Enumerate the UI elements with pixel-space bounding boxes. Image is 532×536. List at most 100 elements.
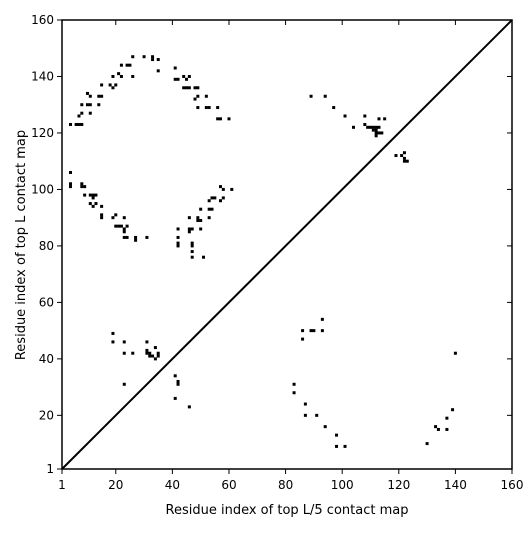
- contact-point: [151, 58, 155, 62]
- contact-point: [176, 227, 180, 231]
- contact-point: [394, 154, 398, 158]
- contact-point: [207, 207, 211, 211]
- contact-point: [216, 106, 220, 110]
- contact-point: [114, 224, 118, 228]
- contact-point: [193, 86, 197, 90]
- contact-point: [111, 86, 115, 90]
- x-axis-ticks: 1 20 40 60 80 100 120 140 160: [58, 20, 523, 492]
- contact-point: [125, 63, 129, 67]
- y-tick-label: 100: [31, 182, 54, 196]
- contact-point: [91, 193, 95, 197]
- contact-point: [380, 131, 384, 135]
- contact-point: [156, 354, 160, 358]
- contact-point: [436, 427, 440, 431]
- contact-point: [80, 103, 84, 107]
- contact-point: [196, 218, 200, 222]
- contact-point: [221, 196, 225, 200]
- contact-point: [119, 63, 123, 67]
- contact-point: [292, 382, 296, 386]
- contact-point: [156, 69, 160, 73]
- contact-point: [185, 86, 189, 90]
- contact-point: [131, 74, 135, 78]
- plot-frame: [61, 19, 513, 470]
- contact-point: [377, 117, 381, 121]
- contact-point: [363, 114, 367, 118]
- contact-point: [83, 185, 87, 189]
- contact-point: [190, 250, 194, 254]
- contact-point: [371, 128, 375, 132]
- contact-point: [173, 66, 177, 70]
- contact-point: [80, 185, 84, 189]
- contact-point: [108, 83, 112, 87]
- contact-point: [173, 396, 177, 400]
- contact-point: [122, 227, 126, 231]
- contact-point: [204, 94, 208, 98]
- contact-point: [114, 83, 118, 87]
- contact-point: [94, 193, 98, 197]
- contact-point: [128, 63, 132, 67]
- contact-point: [445, 427, 449, 431]
- contact-point: [119, 224, 123, 228]
- y-tick-label: 20: [39, 408, 54, 422]
- x-axis-label: Residue index of top L/5 contact map: [166, 503, 409, 518]
- contact-point: [374, 131, 378, 135]
- contact-point: [445, 416, 449, 420]
- contact-point: [182, 86, 186, 90]
- contact-point: [315, 413, 319, 417]
- contact-point: [218, 117, 222, 121]
- contact-point: [91, 204, 95, 208]
- contact-point: [156, 58, 160, 62]
- contact-point: [218, 185, 222, 189]
- contact-point: [343, 444, 347, 448]
- contact-point: [91, 196, 95, 200]
- contact-point: [176, 379, 180, 383]
- contact-point: [122, 230, 126, 234]
- contact-point: [309, 329, 313, 333]
- contact-point: [68, 185, 72, 189]
- contact-point: [145, 351, 149, 355]
- contact-point: [187, 405, 191, 409]
- contact-point: [190, 244, 194, 248]
- contact-point: [320, 329, 324, 333]
- contact-point: [425, 442, 429, 446]
- contact-point: [68, 182, 72, 186]
- x-tick-label: 100: [331, 478, 354, 492]
- contact-point: [182, 74, 186, 78]
- contact-point: [402, 156, 406, 160]
- contact-point: [352, 125, 356, 129]
- contact-point: [368, 125, 372, 129]
- contact-point: [335, 444, 339, 448]
- y-tick-label: 120: [31, 126, 54, 140]
- contact-point: [196, 106, 200, 110]
- contact-point: [68, 122, 72, 126]
- contact-point: [148, 354, 152, 358]
- contact-point: [100, 213, 104, 217]
- contact-point: [301, 337, 305, 341]
- y-tick-label: 40: [39, 352, 54, 366]
- contact-point: [176, 244, 180, 248]
- x-tick-label: 40: [165, 478, 180, 492]
- contact-point: [142, 55, 146, 59]
- contact-point: [196, 216, 200, 220]
- contact-point: [213, 196, 217, 200]
- contact-point: [377, 125, 381, 129]
- contact-point: [94, 202, 98, 206]
- contact-point: [77, 114, 81, 118]
- contact-point: [377, 131, 381, 135]
- contact-point: [151, 354, 155, 358]
- contact-point: [83, 193, 87, 197]
- contact-point: [366, 125, 370, 129]
- contact-point: [207, 216, 211, 220]
- contact-point: [100, 83, 104, 87]
- x-tick-label: 20: [108, 478, 123, 492]
- contact-point: [332, 106, 336, 110]
- contact-point: [323, 425, 327, 429]
- x-tick-label: 120: [387, 478, 410, 492]
- contact-point: [227, 117, 231, 121]
- contact-point: [374, 134, 378, 138]
- contact-point: [371, 125, 375, 129]
- contact-point: [400, 154, 404, 158]
- y-tick-label: 160: [31, 13, 54, 27]
- contact-point: [100, 204, 104, 208]
- contact-point: [122, 351, 126, 355]
